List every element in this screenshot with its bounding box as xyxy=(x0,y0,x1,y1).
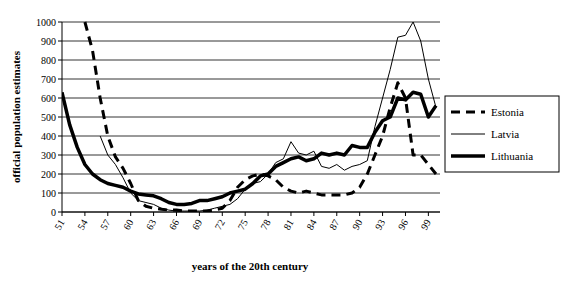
x-tick-label: 81 xyxy=(281,218,296,232)
y-tick xyxy=(58,98,62,99)
grid-line xyxy=(62,136,440,137)
x-tick xyxy=(130,212,131,216)
y-tick-label: 500 xyxy=(41,112,56,123)
x-tick-label: 63 xyxy=(144,218,159,232)
grid-line xyxy=(62,212,440,213)
x-tick-label: 66 xyxy=(167,218,182,232)
x-axis-title: years of the 20th century xyxy=(192,260,309,272)
legend-swatch xyxy=(451,111,485,114)
legend-label: Lithuania xyxy=(491,150,533,162)
y-tick xyxy=(58,174,62,175)
y-tick-label: 0 xyxy=(51,207,56,218)
y-tick-label: 100 xyxy=(41,188,56,199)
x-tick xyxy=(84,212,85,216)
legend-box xyxy=(445,96,559,172)
grid-line xyxy=(62,79,440,80)
x-tick-label: 84 xyxy=(304,218,319,232)
x-tick-label: 78 xyxy=(258,218,273,232)
x-tick xyxy=(222,212,223,216)
y-tick xyxy=(58,212,62,213)
x-tick-label: 87 xyxy=(327,218,342,232)
x-tick xyxy=(153,212,154,216)
x-tick xyxy=(313,212,314,216)
x-tick-label: 75 xyxy=(235,217,250,231)
grid-line xyxy=(62,60,440,61)
y-tick-label: 900 xyxy=(41,36,56,47)
x-tick xyxy=(62,212,63,216)
x-tick xyxy=(176,212,177,216)
x-tick xyxy=(336,212,337,216)
y-tick-label: 800 xyxy=(41,55,56,66)
y-tick xyxy=(58,136,62,137)
x-tick-label: 99 xyxy=(419,218,434,232)
series-line xyxy=(85,22,436,211)
x-tick xyxy=(245,212,246,216)
grid-line xyxy=(62,193,440,194)
grid-line xyxy=(62,117,440,118)
y-tick-label: 600 xyxy=(41,93,56,104)
y-tick xyxy=(58,79,62,80)
x-tick-label: 90 xyxy=(350,218,365,232)
series-group xyxy=(62,22,436,211)
y-tick-label: 300 xyxy=(41,150,56,161)
y-tick xyxy=(58,41,62,42)
x-tick xyxy=(359,212,360,216)
x-tick-label: 96 xyxy=(396,218,411,232)
y-tick-label: 700 xyxy=(41,74,56,85)
legend-label: Latvia xyxy=(491,128,519,140)
legend-swatch xyxy=(451,154,485,158)
y-tick-label: 200 xyxy=(41,169,56,180)
grid-line xyxy=(62,22,440,23)
grid-line xyxy=(62,155,440,156)
grid-line xyxy=(62,41,440,42)
y-tick xyxy=(58,60,62,61)
x-tick xyxy=(268,212,269,216)
x-tick xyxy=(382,212,383,216)
x-tick xyxy=(107,212,108,216)
chart: 0 100 200 300 400 500 600 700 800 900 1000 51 54 57 60… xyxy=(0,0,561,288)
y-tick xyxy=(58,22,62,23)
legend-swatch xyxy=(451,134,485,135)
y-axis xyxy=(62,22,63,212)
x-tick xyxy=(290,212,291,216)
x-tick xyxy=(405,212,406,216)
x-tick-label: 93 xyxy=(373,218,388,232)
legend-label: Estonia xyxy=(491,106,524,118)
x-axis xyxy=(62,212,440,213)
x-tick-label: 54 xyxy=(75,218,90,232)
x-tick xyxy=(199,212,200,216)
x-tick-label: 57 xyxy=(98,218,113,232)
grid-line xyxy=(62,98,440,99)
series-line xyxy=(62,92,436,204)
y-tick xyxy=(58,155,62,156)
y-axis-title: official population estimates xyxy=(10,50,22,183)
y-tick-label: 400 xyxy=(41,131,56,142)
x-tick-label: 60 xyxy=(121,218,136,232)
series-line xyxy=(100,22,436,211)
y-tick xyxy=(58,193,62,194)
x-tick-label: 72 xyxy=(212,218,227,232)
grid-line xyxy=(62,174,440,175)
x-tick-label: 69 xyxy=(190,218,205,232)
x-tick-label: 51 xyxy=(52,218,67,232)
y-tick-label: 1000 xyxy=(36,17,56,28)
x-tick xyxy=(428,212,429,216)
y-tick xyxy=(58,117,62,118)
